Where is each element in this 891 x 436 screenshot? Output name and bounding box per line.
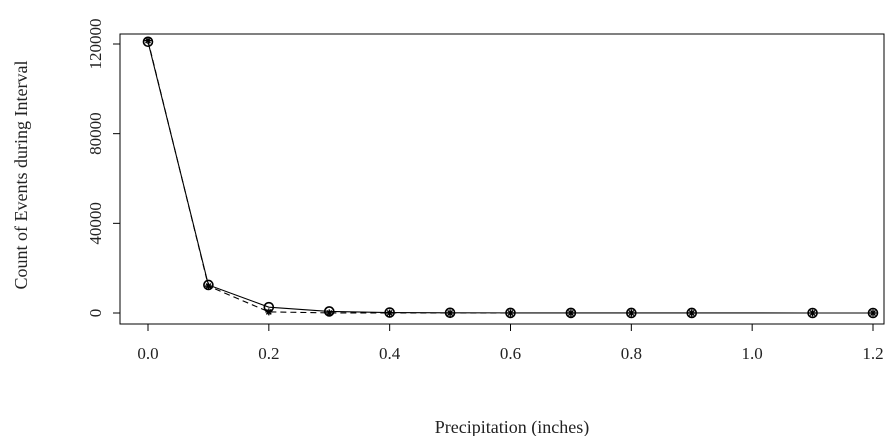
asterisk-stroke [628, 310, 635, 316]
series-1-point [867, 307, 879, 319]
x-tick-label: 0.0 [137, 344, 158, 363]
series-2-point [507, 309, 514, 317]
y-tick-label: 40000 [86, 202, 105, 245]
series-1-point [807, 307, 818, 319]
x-tick-label: 0.4 [379, 344, 401, 363]
x-axis: 0.0 0.2 0.4 0.6 0.8 1.0 1.2 [137, 323, 884, 363]
series-2-point [869, 309, 877, 317]
x-tick-label: 0.6 [500, 344, 521, 363]
series-2-point [204, 282, 212, 290]
series-layer [142, 36, 879, 319]
series-2-point [386, 309, 394, 317]
asterisk-stroke [386, 310, 393, 316]
y-axis-title: Count of Events during Interval [11, 61, 31, 290]
asterisk-stroke [809, 310, 816, 316]
asterisk-stroke [870, 310, 876, 316]
series-2-point [265, 308, 273, 316]
series-2-point [567, 309, 575, 317]
asterisk-stroke [145, 37, 151, 44]
series-2-point [809, 309, 817, 317]
series-2-point [325, 309, 333, 317]
asterisk-stroke [507, 310, 514, 316]
x-axis-title: Precipitation (inches) [435, 417, 589, 436]
series-2-point [144, 37, 152, 45]
asterisk-stroke [205, 283, 212, 290]
y-tick-label: 0 [86, 309, 105, 318]
x-tick-label: 0.2 [258, 344, 279, 363]
y-tick-label: 120000 [86, 19, 105, 70]
asterisk-stroke [567, 310, 574, 316]
asterisk-stroke [265, 308, 272, 315]
series-2-point [446, 309, 454, 317]
series-2-point [688, 309, 696, 317]
x-tick-label: 0.8 [621, 344, 642, 363]
y-axis: 0 40000 80000 120000 [86, 19, 121, 318]
series-2-point [627, 309, 635, 317]
x-tick-label: 1.2 [862, 344, 883, 363]
plot-frame [119, 33, 885, 325]
y-tick-label: 80000 [86, 112, 105, 155]
series-2-line [147, 40, 873, 314]
x-tick-label: 1.0 [742, 344, 763, 363]
asterisk-stroke [447, 310, 454, 316]
asterisk-stroke [326, 309, 333, 316]
series-1-line [147, 41, 873, 314]
asterisk-stroke [688, 310, 695, 316]
